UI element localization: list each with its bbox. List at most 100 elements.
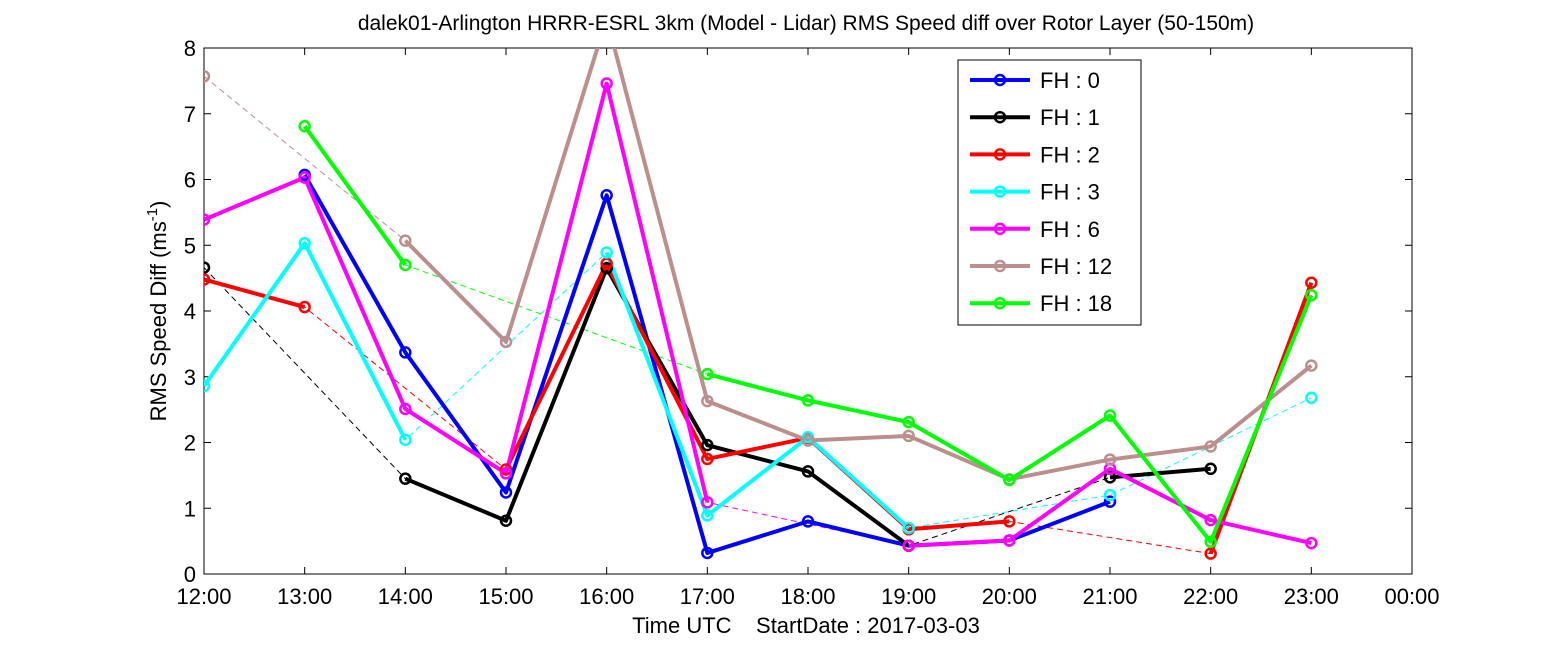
y-tick-label: 1 — [184, 496, 196, 521]
series-fh-3-point — [1305, 391, 1318, 405]
series-lines — [204, 48, 1314, 555]
series-markers — [204, 70, 1318, 560]
legend-label: FH : 1 — [1040, 105, 1100, 130]
legend: FH : 0 FH : 1 FH : 2 FH : 3 FH : 6 FH : 12 FH … — [957, 59, 1142, 326]
series-fh-1-point — [701, 438, 714, 452]
x-tick-label: 15:00 — [478, 584, 533, 609]
legend-label: FH : 6 — [1040, 217, 1100, 242]
series-fh-18-point — [801, 394, 815, 407]
series-fh-18-point — [1103, 409, 1117, 422]
series-fh-0-point — [399, 346, 412, 359]
y-axis-label-main: RMS Speed Diff (ms — [146, 221, 171, 421]
y-tick-label: 4 — [184, 299, 196, 324]
legend-swatch-marker — [993, 148, 1007, 161]
series-fh-18-line — [303, 125, 407, 267]
axis-ticks: 12:00 13:00 14:00 15:00 16:00 17:00 18:00 19:00… — [176, 36, 1439, 609]
series-fh-3-line — [204, 241, 408, 441]
series-fh-1-line — [404, 266, 910, 548]
series-fh-1-point — [499, 514, 513, 527]
series-fh-1-point — [1204, 462, 1217, 476]
legend-entry: FH : 12 — [970, 254, 1112, 279]
series-fh-6-point — [701, 496, 714, 509]
legend-swatch-marker — [993, 296, 1007, 310]
series-fh-12-gap-line — [204, 48, 1312, 480]
x-tick-label: 13:00 — [277, 584, 332, 609]
series-fh-6-point — [1305, 536, 1318, 550]
series-fh-0-point — [801, 515, 815, 528]
series-fh-12-point — [801, 434, 815, 447]
chart-title: dalek01-Arlington HRRR-ESRL 3km (Model -… — [358, 12, 1254, 35]
x-tick-label: 16:00 — [579, 584, 634, 609]
series-fh-2-line — [504, 261, 1010, 532]
legend-swatch-marker — [993, 185, 1007, 198]
series-fh-3-point — [204, 379, 211, 393]
series-fh-18-point — [298, 119, 311, 133]
y-tick-label: 2 — [184, 431, 196, 456]
series-fh-12-point — [204, 70, 211, 83]
x-tick-label: 00:00 — [1384, 584, 1439, 609]
series-fh-3-point — [298, 237, 311, 250]
legend-entry: FH : 18 — [970, 291, 1112, 316]
legend-label: FH : 12 — [1040, 254, 1112, 279]
legend-entry: FH : 0 — [970, 68, 1100, 93]
y-tick-label: 7 — [184, 102, 196, 127]
series-fh-2-point — [1204, 547, 1217, 560]
series-fh-2-line — [204, 277, 306, 309]
series-fh-2-point — [204, 273, 211, 286]
series-fh-12-point — [499, 335, 513, 349]
series-fh-12-point — [399, 234, 412, 247]
series-fh-1-point — [204, 261, 211, 274]
x-tick-label: 17:00 — [680, 584, 735, 609]
legend-swatch-marker — [993, 259, 1007, 273]
series-fh-12-point — [1305, 359, 1318, 372]
x-tick-label: 22:00 — [1183, 584, 1238, 609]
legend-label: FH : 18 — [1040, 291, 1112, 316]
y-tick-label: 3 — [184, 365, 196, 390]
series-fh-1-point — [399, 472, 412, 485]
series-fh-18-point — [1204, 535, 1217, 549]
series-fh-6-point — [1204, 513, 1217, 527]
series-fh-2-point — [499, 463, 513, 476]
legend-label: FH : 2 — [1040, 142, 1100, 167]
series-fh-6-point — [499, 467, 513, 480]
x-tick-label: 18:00 — [780, 584, 835, 609]
series-fh-12-line — [403, 48, 1313, 482]
series-fh-18-line — [706, 294, 1314, 544]
y-tick-label: 5 — [184, 233, 196, 258]
y-tick-label: 0 — [184, 562, 196, 587]
y-axis-label: RMS Speed Diff (ms-1) — [144, 201, 171, 422]
series-fh-3-point — [902, 521, 915, 535]
series-fh-18-point — [701, 367, 714, 381]
y-tick-label: 8 — [184, 36, 196, 61]
x-tick-label: 21:00 — [1082, 584, 1137, 609]
series-fh-6-point — [902, 539, 915, 552]
series-fh-0-point — [701, 546, 714, 560]
series-fh-1-point — [801, 465, 815, 478]
legend-entry: FH : 2 — [970, 142, 1100, 167]
series-fh-18-point — [399, 258, 412, 272]
series-fh-3-point — [600, 246, 613, 259]
series-fh-1-point — [600, 262, 613, 275]
legend-entry: FH : 1 — [970, 105, 1100, 130]
series-fh-0-point — [600, 189, 613, 202]
series-fh-12-point — [902, 429, 915, 443]
series-fh-0-point — [1103, 495, 1117, 508]
series-fh-12-point — [1103, 453, 1117, 466]
x-axis-label: Time UTC StartDate : 2017-03-03 — [632, 613, 980, 638]
series-fh-6-point — [399, 402, 412, 416]
series-fh-18-point — [902, 415, 915, 429]
legend-swatch-marker — [993, 110, 1007, 124]
series-fh-3-point — [1103, 488, 1117, 502]
series-fh-3-point — [399, 433, 412, 447]
legend-label: FH : 0 — [1040, 68, 1100, 93]
series-fh-2-point — [701, 452, 714, 466]
y-axis-label-close: ) — [146, 201, 171, 208]
x-tick-label: 19:00 — [881, 584, 936, 609]
series-fh-0-point — [499, 486, 513, 499]
legend-entry: FH : 3 — [970, 180, 1100, 205]
series-fh-18-point — [1305, 288, 1318, 302]
legend-swatch-marker — [993, 222, 1007, 236]
series-fh-1-point — [1103, 471, 1117, 484]
x-tick-label: 12:00 — [176, 584, 231, 609]
